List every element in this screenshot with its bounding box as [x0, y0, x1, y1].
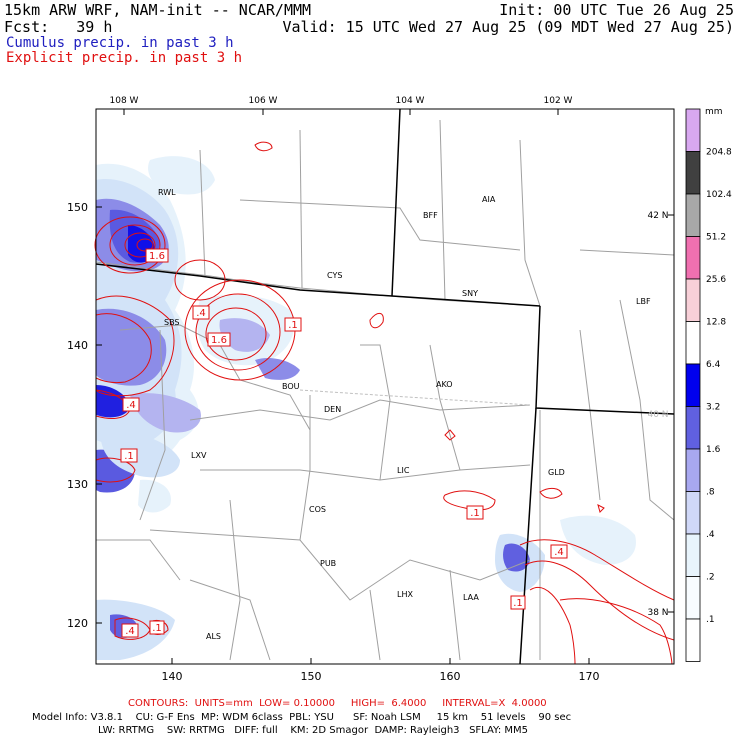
svg-text:.1: .1: [288, 320, 298, 331]
contour-info: CONTOURS: UNITS=mm LOW= 0.10000 HIGH= 6.…: [128, 698, 547, 709]
city-labels: RWL BFF AIA CYS SNY LBF SBS BOU DEN AKO …: [158, 188, 651, 641]
colorbar-swatch: [685, 151, 701, 195]
lat-label: 40 N: [647, 410, 668, 420]
precip-colorbar: 204.8 102.4 51.2 25.6 12.8 6.4 3.2 1.6 .8 .4 .2 .1: [685, 108, 732, 662]
x-grid-label: 170: [579, 670, 600, 683]
contour-label: .4: [550, 544, 568, 559]
colorbar-swatch: [685, 491, 701, 535]
colorbar-swatch: [685, 448, 701, 492]
svg-text:.1: .1: [152, 623, 162, 634]
contour-label: .1: [149, 620, 165, 635]
colorbar-label: .1: [706, 615, 715, 625]
valid-time: Valid: 15 UTC Wed 27 Aug 25 (09 MDT Wed …: [282, 18, 734, 36]
city-label: LHX: [397, 590, 413, 599]
city-label: LAA: [463, 593, 479, 602]
x-grid-label: 140: [162, 670, 183, 683]
svg-text:.4: .4: [196, 308, 206, 319]
colorbar-swatch: [685, 236, 701, 280]
colorbar-swatch: [685, 618, 701, 662]
x-grid-label: 160: [440, 670, 461, 683]
contour-label: .1: [120, 448, 138, 463]
svg-text:1.6: 1.6: [149, 251, 165, 262]
colorbar-label: .8: [706, 488, 715, 498]
colorbar-label: 1.6: [706, 445, 721, 455]
colorbar-label: .4: [706, 530, 715, 540]
svg-text:.1: .1: [470, 508, 480, 519]
contour-label: .1: [284, 317, 302, 332]
map-frame: [95, 108, 675, 665]
city-label: AKO: [436, 380, 453, 389]
city-label: GLD: [548, 468, 565, 477]
model-info-line-2: LW: RRTMG SW: RRTMG DIFF: full KM: 2D Sm…: [98, 725, 528, 736]
contour-label: .4: [192, 305, 210, 320]
colorbar-swatch: [685, 576, 701, 620]
city-label: COS: [309, 505, 326, 514]
colorbar-swatch: [685, 363, 701, 407]
city-label: PUB: [320, 559, 336, 568]
city-label: RWL: [158, 188, 176, 197]
city-label: ALS: [206, 632, 221, 641]
colorbar-label: 6.4: [706, 360, 721, 370]
colorbar-label: 204.8: [706, 148, 732, 158]
city-label: LXV: [191, 451, 207, 460]
svg-text:.4: .4: [125, 626, 135, 637]
colorbar-label: 12.8: [706, 318, 726, 328]
y-grid-label: 130: [67, 478, 88, 491]
model-info-line-1: Model Info: V3.8.1 CU: G-F Ens MP: WDM 6…: [32, 712, 572, 723]
svg-text:1.6: 1.6: [211, 335, 227, 346]
forecast-hour: Fcst: 39 h: [4, 18, 113, 36]
contour-label: 1.6: [145, 248, 169, 263]
colorbar-label: 102.4: [706, 190, 732, 200]
x-grid-label: 150: [301, 670, 322, 683]
init-time: Init: 00 UTC Tue 26 Aug 25: [499, 1, 734, 19]
lon-label: 106 W: [249, 96, 278, 106]
colorbar-swatch: [685, 278, 701, 322]
svg-text:.4: .4: [554, 547, 564, 558]
contour-label: .1: [510, 595, 526, 610]
city-label: BOU: [282, 382, 300, 391]
contour-value-labels: 1.6 .4 .1 1.6 .4 .1 .1 .4: [120, 248, 568, 638]
svg-text:.4: .4: [126, 400, 136, 411]
lon-label: 104 W: [396, 96, 425, 106]
y-grid-label: 120: [67, 617, 88, 630]
city-label: CYS: [327, 271, 342, 280]
lat-label: 38 N: [647, 608, 668, 618]
colorbar-label: .2: [706, 573, 715, 583]
y-grid-label: 150: [67, 201, 88, 214]
forecast-title: 15km ARW WRF, NAM-init -- NCAR/MMM: [4, 1, 312, 19]
lat-label: 42 N: [647, 211, 668, 221]
colorbar-swatch: [685, 321, 701, 365]
colorbar-label: 51.2: [706, 233, 726, 243]
city-label: AIA: [482, 195, 496, 204]
svg-text:.1: .1: [124, 451, 134, 462]
contour-label: 1.6: [207, 332, 231, 347]
explicit-legend-label: Explicit precip. in past 3 h: [6, 50, 243, 66]
city-label: SBS: [164, 318, 180, 327]
colorbar-label: 3.2: [706, 403, 720, 413]
state-borders: [95, 108, 675, 665]
svg-text:.1: .1: [513, 598, 523, 609]
map-background: [96, 109, 674, 664]
colorbar-unit: mm: [705, 107, 723, 117]
cumulus-legend-label: Cumulus precip. in past 3 h: [6, 35, 234, 51]
contour-label: .1: [466, 505, 484, 520]
lon-label: 102 W: [544, 96, 573, 106]
colorbar-swatch: [685, 533, 701, 577]
city-label: LIC: [397, 466, 410, 475]
contour-label: .4: [121, 623, 139, 638]
city-label: BFF: [423, 211, 438, 220]
city-label: DEN: [324, 405, 341, 414]
colorbar-swatch: [685, 193, 701, 237]
colorbar-swatch: [685, 108, 701, 152]
colorbar-label: 25.6: [706, 275, 726, 285]
lon-label: 108 W: [110, 96, 139, 106]
frame-ticks: [96, 109, 674, 664]
colorbar-swatch: [685, 406, 701, 450]
contour-label: .4: [122, 397, 140, 412]
city-label: SNY: [462, 289, 478, 298]
city-label: LBF: [636, 297, 651, 306]
y-grid-label: 140: [67, 339, 88, 352]
